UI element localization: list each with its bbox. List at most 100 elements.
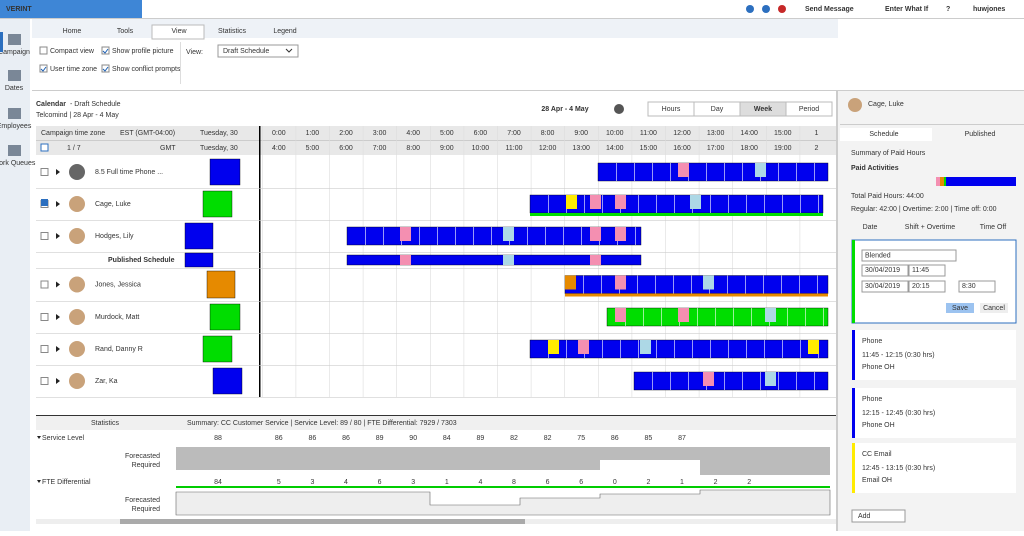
- shape: [383, 227, 384, 245]
- expand: [56, 201, 60, 207]
- ribbon-option[interactable]: Show profile picture: [112, 48, 174, 55]
- header-menu[interactable]: huwjones: [973, 6, 1005, 13]
- time-local: 1: [814, 130, 818, 137]
- shape: [40, 280, 49, 289]
- card-title: Phone: [862, 396, 882, 403]
- card-queue: Phone OH: [862, 422, 895, 429]
- shape: [564, 275, 829, 294]
- shape: [800, 340, 801, 358]
- time-gmt: 8:00: [406, 145, 420, 152]
- expand: [56, 378, 60, 384]
- input[interactable]: 30/04/2019: [865, 267, 900, 274]
- shape: [36, 415, 836, 417]
- avatar: [69, 276, 85, 293]
- logo-bar: [0, 0, 142, 18]
- logo: VERINT: [6, 6, 32, 13]
- header-icon: [762, 5, 770, 13]
- view-button[interactable]: Day: [711, 106, 724, 113]
- shape: [615, 195, 626, 209]
- view-button[interactable]: Period: [799, 106, 819, 113]
- stat-label: Service Level: [42, 435, 84, 442]
- card-time: 11:45 - 12:15 (0:30 hrs): [862, 352, 935, 359]
- employee-name[interactable]: Jones, Jessica: [95, 281, 141, 288]
- time-gmt: 10:00: [472, 145, 490, 152]
- shape: [615, 227, 626, 241]
- stat-value: 2: [646, 479, 650, 486]
- employee-name[interactable]: Cage, Luke: [95, 201, 131, 208]
- ribbon-option[interactable]: User time zone: [50, 66, 97, 73]
- nav-item[interactable]: Employees: [0, 123, 32, 130]
- time-gmt: 17:00: [707, 145, 725, 152]
- tab[interactable]: View: [171, 28, 187, 35]
- shape: [634, 163, 635, 181]
- shape: [652, 163, 653, 181]
- shape: [545, 227, 546, 245]
- add-select[interactable]: Add: [858, 513, 871, 520]
- ribbon-option[interactable]: Compact view: [50, 48, 95, 55]
- shape: [908, 264, 946, 277]
- employee-name[interactable]: 8.5 Full time Phone ...: [95, 169, 163, 176]
- legend-required: Required: [132, 462, 161, 469]
- header-menu[interactable]: Send Message: [805, 6, 854, 13]
- input[interactable]: 8:30: [962, 283, 976, 290]
- input[interactable]: 30/04/2019: [865, 283, 900, 290]
- avatar: [69, 228, 85, 244]
- shape: [818, 195, 819, 213]
- tab[interactable]: Tools: [117, 28, 134, 35]
- header-menu[interactable]: Enter What If: [885, 6, 929, 13]
- expand: [56, 169, 60, 175]
- tab[interactable]: Statistics: [218, 28, 247, 35]
- tab[interactable]: Home: [63, 28, 82, 35]
- time-gmt: 5:00: [306, 145, 320, 152]
- panel-tab[interactable]: Published: [965, 131, 996, 138]
- activity-select[interactable]: Blended: [865, 252, 891, 259]
- stat-value: 86: [309, 435, 317, 442]
- shape: [703, 275, 714, 290]
- employee-name[interactable]: Murdock, Matt: [95, 314, 139, 321]
- shape: [180, 42, 181, 84]
- stat-value: 87: [678, 435, 686, 442]
- stat-value: 90: [409, 435, 417, 442]
- header-icon: [746, 5, 754, 13]
- header-menu[interactable]: ?: [946, 6, 950, 13]
- expand: [56, 233, 60, 239]
- shape: [908, 280, 946, 293]
- input[interactable]: 11:45: [912, 267, 929, 274]
- employee-name[interactable]: Hodges, Lily: [95, 233, 134, 240]
- shape: [782, 195, 783, 213]
- nav-item[interactable]: Work Queues: [0, 160, 36, 167]
- view-button[interactable]: Hours: [662, 106, 681, 113]
- shape: [691, 275, 692, 294]
- view-select[interactable]: Draft Schedule: [223, 48, 269, 55]
- shape: [503, 255, 514, 265]
- time-local: 4:00: [406, 130, 420, 137]
- shape: [217, 44, 299, 58]
- cancel-button[interactable]: Cancel: [983, 305, 1005, 312]
- shape: [40, 168, 49, 176]
- shape: [635, 227, 636, 245]
- shape: [861, 264, 909, 277]
- stat-value: 86: [611, 435, 619, 442]
- shape: [583, 275, 584, 294]
- tab[interactable]: Legend: [273, 28, 296, 35]
- save-button[interactable]: Save: [952, 305, 968, 312]
- ribbon-option[interactable]: Show conflict prompts: [112, 66, 181, 73]
- nav-item[interactable]: Campaign: [0, 49, 30, 56]
- input[interactable]: 20:15: [912, 283, 930, 290]
- shape: [697, 308, 698, 326]
- employee-name[interactable]: Zar, Ka: [95, 378, 118, 385]
- nav-item[interactable]: Dates: [5, 85, 24, 92]
- shape: [727, 275, 728, 294]
- shape: [823, 308, 824, 326]
- view-button[interactable]: Week: [754, 106, 772, 113]
- panel-tab[interactable]: Schedule: [869, 131, 898, 138]
- breakdown: Regular: 42:00 | Overtime: 2:00 | Time o…: [851, 206, 997, 213]
- stat-value: 1: [680, 479, 684, 486]
- shape: [40, 345, 49, 353]
- employee-name[interactable]: Rand, Danny R: [95, 346, 143, 353]
- shape: [491, 227, 492, 245]
- shape: [0, 32, 3, 52]
- total-hours: Total Paid Hours: 44:00: [851, 193, 924, 200]
- shape: [751, 308, 752, 326]
- time-gmt: 12:00: [539, 145, 557, 152]
